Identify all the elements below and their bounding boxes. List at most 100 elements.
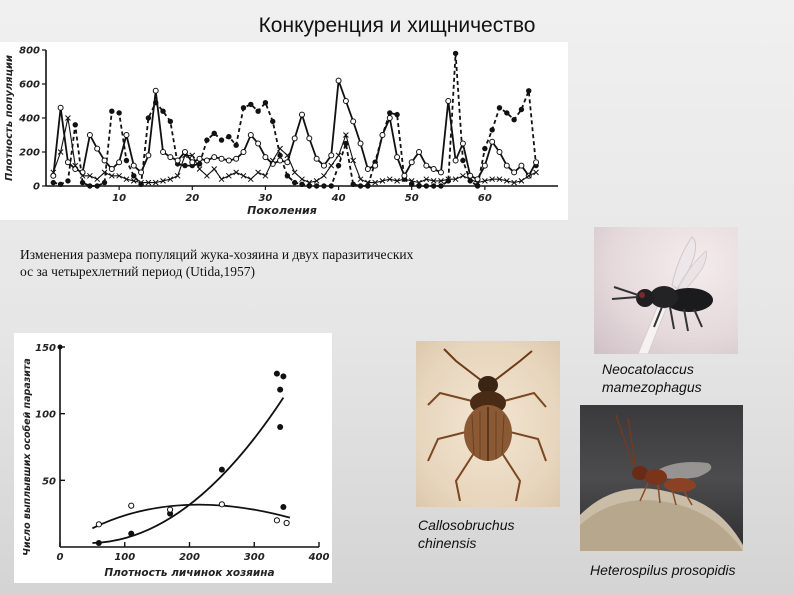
data-point: [233, 169, 240, 176]
y-axis-top-dot: [57, 344, 63, 350]
callosobruchus-label: Callosobruchus chinensis: [418, 516, 588, 552]
data-point: [240, 105, 247, 111]
y-axis-title: Число выплывших особей паразита: [22, 358, 33, 556]
data-point: [328, 152, 335, 159]
series-line: [52, 80, 537, 181]
x-tick-label: 60: [478, 193, 492, 204]
data-point: [95, 540, 102, 546]
data-point: [101, 169, 108, 176]
data-point: [79, 179, 86, 186]
data-point: [123, 132, 130, 138]
data-point: [108, 172, 115, 179]
data-point: [401, 172, 408, 179]
chart-caption: Изменения размера популяций жука-хозяина…: [20, 246, 520, 280]
data-point: [87, 172, 93, 179]
y-tick-label: 800: [19, 46, 40, 57]
data-point: [343, 132, 349, 138]
series-open-circle: [95, 501, 290, 528]
data-point: [335, 77, 342, 84]
y-tick-label: 100: [35, 410, 56, 421]
data-point: [72, 162, 79, 169]
data-point: [277, 424, 284, 430]
data-point: [430, 178, 437, 184]
y-tick-label: 0: [33, 182, 40, 193]
data-point: [394, 178, 400, 184]
x-tick-label: 20: [185, 193, 199, 204]
data-point: [57, 104, 64, 111]
data-point: [94, 183, 100, 189]
data-point: [394, 154, 401, 161]
data-point: [467, 176, 474, 183]
data-point: [128, 502, 135, 509]
data-point: [50, 179, 57, 186]
data-point: [343, 140, 349, 147]
data-point: [116, 159, 123, 166]
data-point: [482, 145, 488, 152]
data-point: [233, 142, 239, 148]
data-point: [408, 159, 415, 166]
data-point: [174, 172, 181, 179]
data-point: [182, 162, 188, 169]
data-point: [270, 118, 276, 125]
heterospilus-photo: [580, 405, 743, 551]
data-point: [299, 111, 305, 118]
data-point: [489, 176, 496, 183]
data-point: [95, 521, 102, 528]
data-point: [160, 149, 167, 155]
trend-hump-curve: [91, 503, 291, 530]
series-cross: [50, 115, 539, 186]
data-point: [525, 172, 532, 179]
data-point: [240, 149, 247, 155]
series-open-circle: [50, 77, 540, 183]
data-point: [503, 162, 510, 169]
data-point: [196, 155, 203, 162]
data-point: [203, 157, 210, 164]
data-point: [204, 137, 210, 143]
data-point: [138, 169, 145, 176]
data-point: [430, 183, 437, 189]
data-point: [482, 178, 488, 184]
data-point: [467, 172, 474, 179]
data-point: [101, 179, 108, 186]
population-line-chart: 0 200 400 600 800 10 20 30 40 50 60 Плотность попул…: [4, 46, 558, 217]
data-point: [240, 172, 247, 179]
data-point: [255, 140, 262, 147]
data-point: [394, 111, 400, 118]
data-point: [189, 159, 196, 166]
data-point: [218, 466, 225, 473]
data-point: [167, 118, 174, 125]
slide-title: Конкуренция и хищничество: [258, 14, 536, 37]
data-point: [108, 166, 115, 172]
data-point: [248, 101, 254, 108]
callosobruchus-photo: [416, 341, 560, 507]
data-point: [218, 137, 225, 143]
x-tick-label: 10: [112, 193, 126, 204]
data-point: [350, 181, 356, 187]
data-point: [386, 176, 393, 183]
y-axis-title: Плотность популяции: [4, 55, 15, 181]
data-point: [218, 176, 225, 183]
data-point: [445, 98, 452, 104]
data-point: [273, 370, 280, 377]
data-point: [145, 115, 152, 121]
data-point: [72, 122, 78, 128]
data-point: [65, 178, 71, 184]
data-point: [226, 172, 232, 179]
data-point: [533, 159, 540, 166]
data-point: [474, 179, 481, 186]
data-point: [299, 181, 305, 187]
data-point: [350, 157, 357, 164]
data-point: [57, 149, 64, 155]
data-point: [123, 157, 130, 164]
data-point: [474, 176, 481, 183]
data-point: [57, 181, 64, 187]
data-point: [174, 157, 181, 164]
data-point: [167, 154, 174, 161]
data-point: [130, 162, 137, 169]
series-filled-circle: [95, 370, 287, 546]
data-point: [277, 145, 283, 152]
caption-line-1: Изменения размера популяций жука-хозяина…: [20, 247, 414, 262]
data-point: [328, 162, 335, 169]
x-tick-label: 30: [258, 193, 272, 204]
data-point: [196, 166, 203, 172]
